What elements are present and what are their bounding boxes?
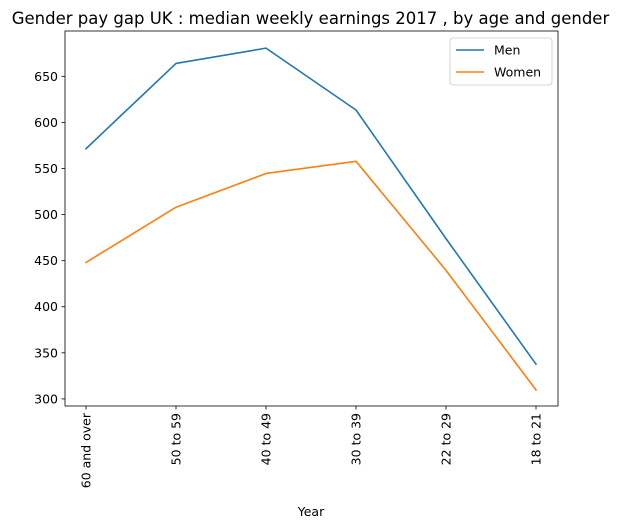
chart-title: Gender pay gap UK : median weekly earnin… [12, 9, 610, 28]
plot-area-frame [64, 30, 559, 407]
x-tick-label: 30 to 39 [349, 413, 364, 465]
y-tick-label: 550 [34, 161, 58, 176]
x-axis-label: Year [297, 504, 325, 519]
y-tick-label: 600 [34, 115, 58, 130]
x-tick-label: 40 to 49 [259, 413, 274, 465]
series-line-men [84, 47, 538, 366]
legend-label-men: Men [494, 43, 520, 58]
y-tick-label: 650 [34, 69, 58, 84]
x-tick-label: 18 to 21 [529, 413, 544, 465]
y-tick-label: 500 [34, 207, 58, 222]
x-tick-label: 60 and over [79, 412, 94, 488]
y-tick-label: 300 [34, 391, 58, 406]
y-axis: 300 350 400 450 500 550 600 650 [34, 69, 65, 406]
legend-label-women: Women [494, 65, 541, 80]
y-tick-label: 450 [34, 253, 58, 268]
legend: Men Women [449, 37, 553, 86]
y-tick-label: 400 [34, 299, 58, 314]
series-line-women [84, 160, 538, 392]
x-tick-label: 50 to 59 [169, 413, 184, 465]
y-tick-label: 350 [34, 345, 58, 360]
x-tick-label: 22 to 29 [439, 413, 454, 465]
series-lines [84, 47, 538, 392]
x-axis: 60 and over 50 to 59 40 to 49 30 to 39 22 to… [79, 406, 544, 488]
